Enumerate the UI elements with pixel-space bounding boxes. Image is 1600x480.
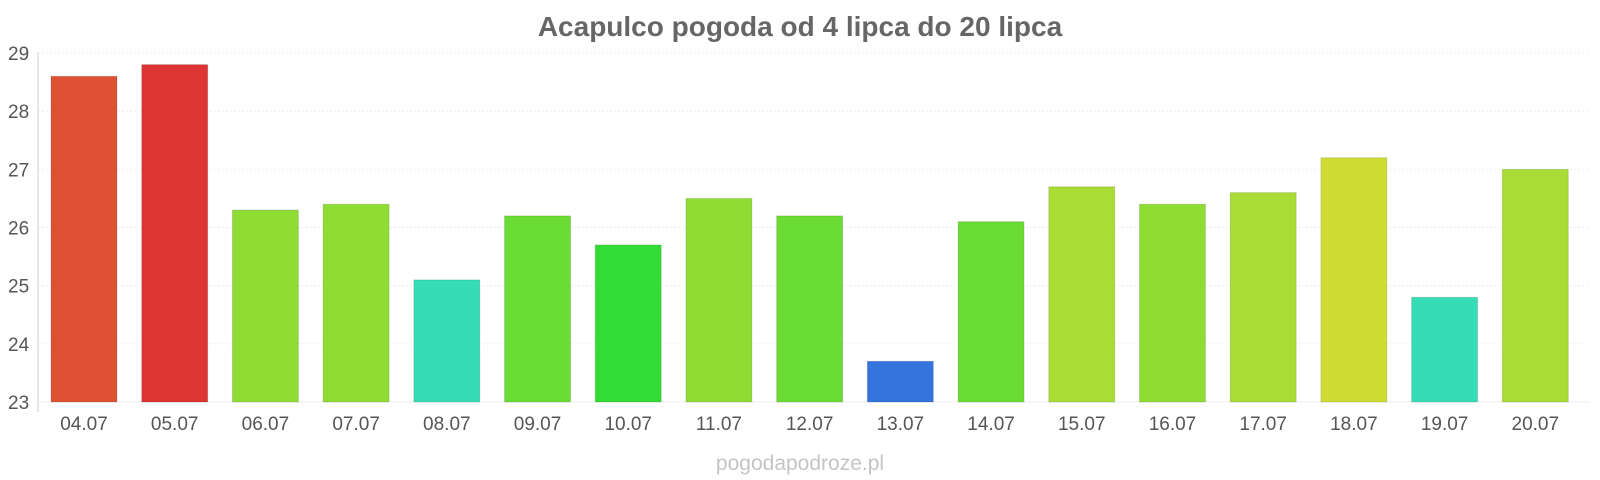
bar-20.07 bbox=[1501, 168, 1569, 403]
x-tick-label: 15.07 bbox=[1058, 414, 1106, 435]
bar-05.07 bbox=[141, 64, 209, 403]
x-tick-label: 10.07 bbox=[604, 414, 652, 435]
bar-13.07 bbox=[866, 360, 934, 403]
y-tick-label: 24 bbox=[8, 335, 30, 356]
bar-15.07 bbox=[1048, 186, 1116, 403]
y-tick-label: 28 bbox=[8, 102, 29, 123]
y-tick-label: 27 bbox=[8, 160, 29, 181]
y-axis-ticks: 23 24 25 26 27 28 29 bbox=[8, 44, 30, 414]
x-tick-label: 14.07 bbox=[967, 414, 1015, 435]
x-tick-label: 20.07 bbox=[1512, 414, 1560, 435]
bar-07.07 bbox=[322, 203, 390, 403]
chart-title: Acapulco pogoda od 4 lipca do 20 lipca bbox=[538, 11, 1063, 42]
bars bbox=[50, 64, 1569, 403]
y-tick-label: 23 bbox=[8, 393, 29, 414]
bar-12.07 bbox=[776, 215, 844, 403]
x-tick-label: 17.07 bbox=[1239, 414, 1287, 435]
x-axis-ticks: 04.07 05.07 06.07 07.07 08.07 09.07 10.07 11.07… bbox=[60, 414, 1559, 435]
x-tick-label: 19.07 bbox=[1421, 414, 1469, 435]
bar-04.07 bbox=[50, 75, 118, 403]
y-tick-label: 25 bbox=[8, 277, 29, 298]
x-tick-label: 08.07 bbox=[423, 414, 471, 435]
bar-14.07 bbox=[957, 221, 1025, 403]
bar-11.07 bbox=[685, 197, 753, 403]
x-tick-label: 09.07 bbox=[514, 414, 562, 435]
y-tick-label: 29 bbox=[8, 44, 29, 65]
x-tick-label: 07.07 bbox=[332, 414, 380, 435]
bar-08.07 bbox=[413, 279, 481, 403]
x-tick-label: 12.07 bbox=[786, 414, 834, 435]
x-tick-label: 13.07 bbox=[877, 414, 925, 435]
y-tick-label: 26 bbox=[8, 219, 29, 240]
bar-10.07 bbox=[594, 244, 662, 403]
x-tick-label: 04.07 bbox=[60, 414, 108, 435]
x-tick-label: 06.07 bbox=[242, 414, 290, 435]
bar-09.07 bbox=[504, 215, 572, 403]
bar-16.07 bbox=[1138, 203, 1206, 403]
bar-18.07 bbox=[1320, 157, 1388, 403]
x-tick-label: 05.07 bbox=[151, 414, 199, 435]
bar-06.07 bbox=[231, 209, 299, 403]
bar-17.07 bbox=[1229, 192, 1297, 403]
x-tick-label: 16.07 bbox=[1149, 414, 1197, 435]
bar-19.07 bbox=[1411, 296, 1479, 403]
x-tick-label: 18.07 bbox=[1330, 414, 1378, 435]
x-tick-label: 11.07 bbox=[696, 414, 742, 435]
watermark: pogodapodroze.pl bbox=[716, 452, 884, 475]
